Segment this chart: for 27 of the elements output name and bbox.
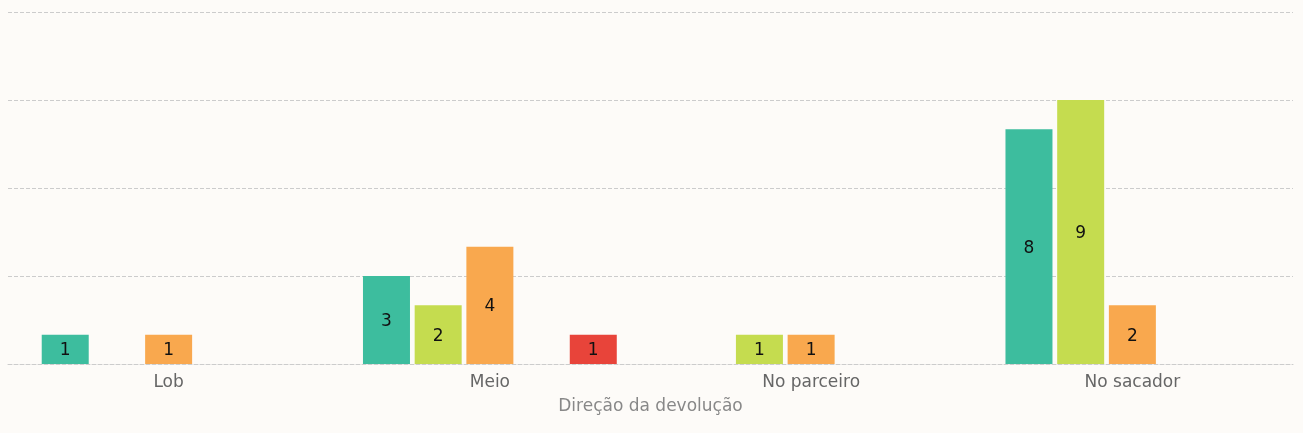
- data-label: 2: [432, 324, 444, 345]
- bar: [787, 334, 835, 364]
- data-label: 2: [1126, 324, 1138, 345]
- data-label: 1: [587, 339, 599, 360]
- data-label: 4: [484, 295, 496, 316]
- x-axis-title: Direção da devolução: [558, 394, 743, 415]
- data-label: 1: [59, 339, 71, 360]
- bar: [466, 246, 514, 364]
- bar: [1108, 305, 1156, 364]
- data-label: 1: [805, 339, 817, 360]
- x-tick-label: No parceiro: [762, 370, 861, 391]
- bar: [1057, 100, 1105, 364]
- bar: [569, 334, 617, 364]
- bar: [414, 305, 462, 364]
- x-tick-label: Meio: [469, 370, 511, 391]
- bar: [735, 334, 783, 364]
- x-tick-label: Lob: [153, 370, 184, 391]
- data-label: 3: [381, 310, 392, 330]
- bar: [145, 334, 193, 364]
- data-label: 9: [1075, 222, 1087, 242]
- bar: [1005, 129, 1053, 364]
- bar: [41, 334, 89, 364]
- x-tick-label: No sacador: [1084, 370, 1181, 391]
- data-label: 1: [754, 339, 765, 360]
- data-label: 8: [1023, 236, 1035, 257]
- data-label: 1: [163, 339, 175, 360]
- bar: [362, 276, 410, 364]
